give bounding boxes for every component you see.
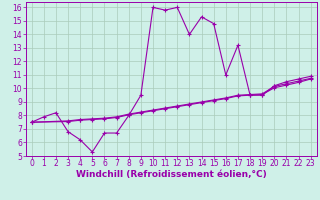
X-axis label: Windchill (Refroidissement éolien,°C): Windchill (Refroidissement éolien,°C) — [76, 170, 267, 179]
